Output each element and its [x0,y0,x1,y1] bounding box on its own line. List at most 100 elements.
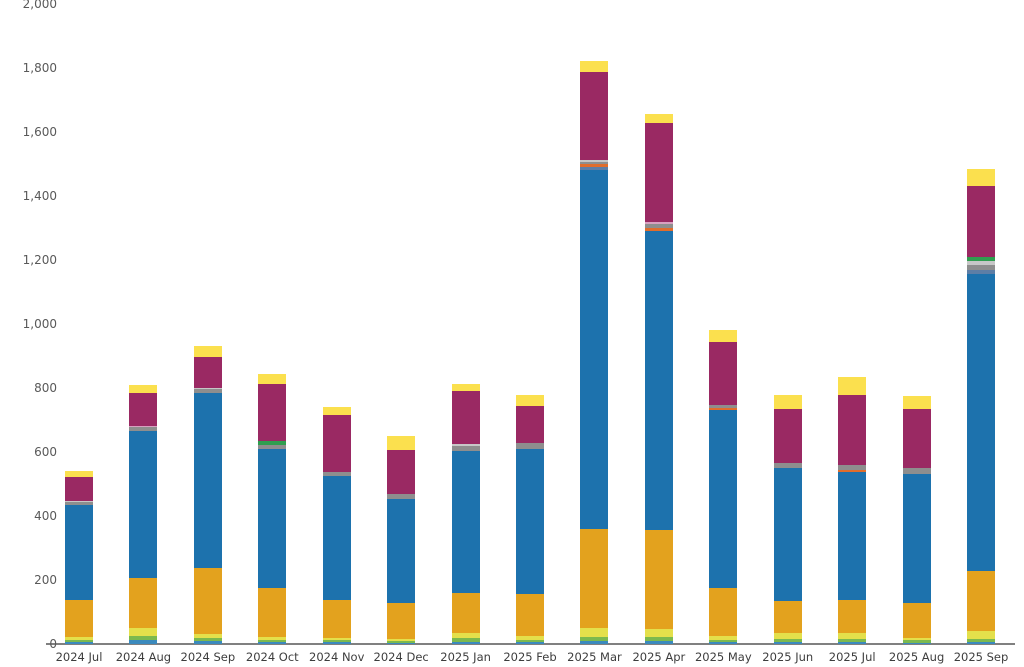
segment-gray[interactable] [322,471,351,477]
segment-yellow-green[interactable] [709,635,738,640]
segment-yellow[interactable] [644,113,673,124]
segment-steel-blue[interactable] [193,641,222,644]
segment-green[interactable] [902,640,931,643]
segment-amber[interactable] [451,592,480,634]
segment-yellow[interactable] [709,329,738,343]
segment-amber[interactable] [129,577,158,629]
segment-green[interactable] [322,640,351,643]
segment-steel-blue[interactable] [129,639,158,644]
segment-green[interactable] [580,636,609,641]
segment-yellow-green[interactable] [516,635,544,640]
segment-burnt-orange[interactable] [709,408,738,411]
segment-yellow-green[interactable] [838,633,867,640]
segment-yellow[interactable] [967,168,996,187]
bar-2024-jul[interactable] [65,471,93,644]
segment-blue[interactable] [838,472,867,601]
segment-gray[interactable] [967,264,996,270]
segment-green[interactable] [967,638,996,643]
segment-yellow[interactable] [902,396,931,410]
segment-yellow-green[interactable] [580,627,609,637]
segment-amber[interactable] [902,602,931,638]
segment-gray[interactable] [129,426,158,431]
segment-yellow-green[interactable] [322,637,351,641]
segment-steel-blue[interactable] [65,642,93,644]
segment-green[interactable] [773,638,802,643]
segment-silver[interactable] [65,500,93,502]
segment-yellow[interactable] [258,374,287,385]
segment-gray[interactable] [516,443,544,449]
segment-slate[interactable] [580,166,609,170]
segment-steel-blue[interactable] [516,642,544,644]
segment-green[interactable] [129,635,158,640]
segment-yellow[interactable] [451,384,480,391]
segment-silver[interactable] [580,159,609,162]
bar-2025-jan[interactable] [451,384,480,644]
segment-amber[interactable] [967,571,996,632]
segment-maroon[interactable] [65,477,93,501]
segment-amber[interactable] [644,530,673,630]
segment-yellow[interactable] [65,471,93,478]
segment-yellow-green[interactable] [258,637,287,640]
segment-green[interactable] [387,640,416,643]
segment-green[interactable] [258,639,287,643]
segment-green[interactable] [838,639,867,643]
segment-gray[interactable] [902,468,931,474]
segment-blue[interactable] [516,448,544,595]
segment-maroon[interactable] [644,123,673,222]
segment-amber[interactable] [773,601,802,633]
segment-steel-blue[interactable] [967,642,996,644]
segment-yellow[interactable] [387,436,416,450]
segment-blue[interactable] [644,231,673,531]
segment-pink[interactable] [644,222,673,225]
bar-2025-mar[interactable] [580,61,609,644]
segment-blue[interactable] [193,392,222,568]
segment-gray[interactable] [387,493,416,500]
segment-yellow[interactable] [193,346,222,358]
segment-gray[interactable] [709,404,738,409]
segment-maroon[interactable] [967,186,996,258]
segment-gray[interactable] [580,161,609,165]
segment-silver[interactable] [967,261,996,265]
segment-steel-blue[interactable] [258,642,287,644]
bar-2025-jul[interactable] [838,376,867,644]
segment-blue[interactable] [129,430,158,578]
segment-steel-blue[interactable] [387,642,416,644]
segment-yellow[interactable] [322,406,351,416]
segment-gray[interactable] [65,501,93,506]
segment-maroon[interactable] [902,409,931,469]
segment-yellow-green[interactable] [387,638,416,641]
segment-yellow-green[interactable] [644,629,673,637]
bar-2025-apr[interactable] [644,113,673,644]
segment-amber[interactable] [580,529,609,628]
segment-blue[interactable] [902,473,931,603]
segment-yellow-green[interactable] [773,632,802,639]
segment-blue[interactable] [580,169,609,530]
segment-gray[interactable] [193,388,222,393]
segment-maroon[interactable] [258,384,287,441]
segment-amber[interactable] [193,567,222,634]
segment-steel-blue[interactable] [773,642,802,644]
segment-amber[interactable] [322,599,351,638]
segment-amber[interactable] [258,588,287,638]
segment-maroon[interactable] [193,357,222,388]
bar-2024-aug[interactable] [129,385,158,644]
segment-burnt-orange[interactable] [644,228,673,232]
bar-2024-nov[interactable] [322,406,351,644]
segment-gray[interactable] [838,464,867,470]
bar-2025-feb[interactable] [516,395,544,644]
segment-blue[interactable] [967,273,996,572]
segment-yellow[interactable] [129,385,158,393]
segment-green[interactable] [451,638,480,642]
segment-yellow[interactable] [773,394,802,410]
segment-maroon[interactable] [387,449,416,494]
segment-steel-blue[interactable] [838,642,867,644]
segment-burnt-orange[interactable] [580,164,609,167]
segment-yellow[interactable] [838,376,867,396]
segment-amber[interactable] [516,594,544,636]
segment-yellow-green[interactable] [451,633,480,639]
segment-yellow-green[interactable] [967,631,996,639]
segment-steel-blue[interactable] [902,642,931,644]
segment-silver[interactable] [451,444,480,447]
segment-yellow-green[interactable] [902,637,931,641]
bar-2025-sep[interactable] [967,168,996,644]
